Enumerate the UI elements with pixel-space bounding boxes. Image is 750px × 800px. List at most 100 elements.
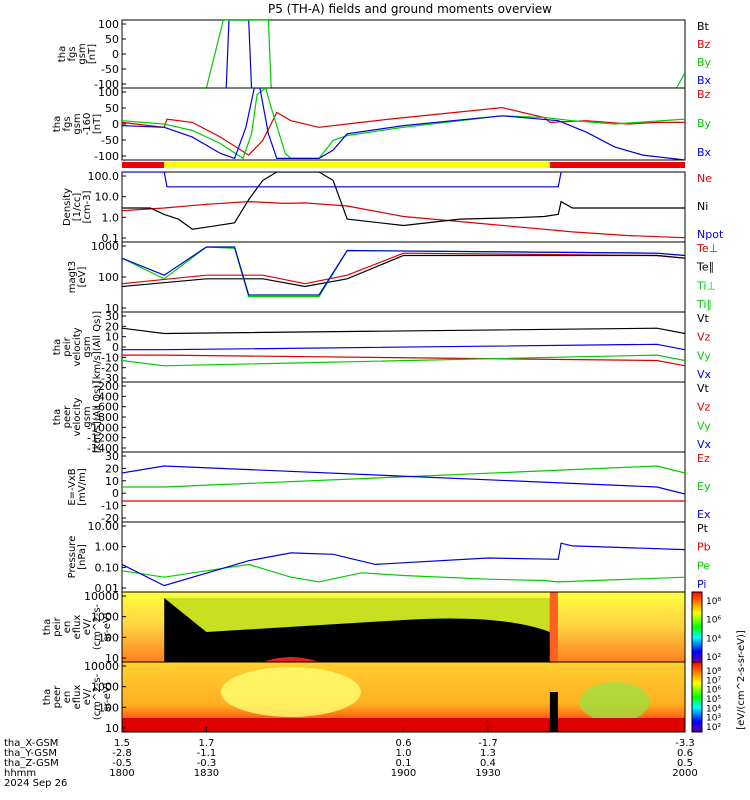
- series-Vz: [122, 354, 685, 367]
- legend-entry: Ti⊥: [696, 279, 716, 292]
- spectrogram-low-band: [122, 718, 685, 732]
- series-Ni: [122, 172, 685, 230]
- y-axis-label: E=-VxB[mV/m]: [67, 468, 88, 506]
- y-tick-label: 50: [105, 33, 119, 46]
- y-label-line: eV/: [82, 688, 93, 705]
- y-tick-label: 1000: [91, 681, 119, 694]
- y-tick-label: -50: [101, 134, 119, 147]
- legend-entry: Ne: [697, 172, 712, 185]
- x-tick-label: 1.0: [396, 748, 412, 759]
- x-tick-label: -1.7: [478, 738, 498, 749]
- y-label-line: en: [62, 621, 73, 634]
- series-Bz: [122, 106, 685, 156]
- x-tick-label: -0.3: [197, 758, 217, 769]
- y-tick-label: -30: [101, 372, 119, 385]
- y-axis-label: magt3[eV]: [67, 261, 88, 294]
- y-tick-label: 0.1: [102, 232, 120, 245]
- x-tick-label: 0.1: [396, 758, 412, 769]
- y-tick-label: 0: [112, 487, 119, 500]
- panel-pressure: 10.00 1.00 0.10 0.01 Pressure[nPa] Pt Pb Pe Pi: [67, 520, 711, 595]
- series-Vt: [122, 327, 685, 335]
- y-tick-label: -100: [94, 150, 119, 163]
- x-tick-label: 1.3: [480, 748, 496, 759]
- panel-frame: [121, 87, 686, 161]
- y-label-line: tha: [52, 116, 63, 132]
- y-label-line: gsm: [82, 336, 93, 357]
- y-tick-label: 50: [105, 102, 119, 115]
- panel-frame: [121, 19, 686, 89]
- y-tick-label: -10: [101, 500, 119, 513]
- y-tick-label: 20: [105, 462, 119, 475]
- legend-entry: By: [697, 56, 712, 69]
- y-tick-label: -1200: [87, 432, 119, 445]
- legend-entry: Vz: [697, 401, 711, 414]
- colorbar-tick-label: 10⁷: [706, 676, 721, 686]
- series-Te∥: [122, 254, 685, 288]
- panel-density: 100.0 10.0 1.0 0.1 Density[1/cc][cm-3] Ne Ni Np…: [62, 170, 724, 245]
- panel-peer_vel: -200-400-600-800-1000-1200-1400thapeerve…: [52, 380, 712, 455]
- colorbar-tick-label: 10⁸: [706, 667, 721, 677]
- y-tick-label: 100: [98, 271, 119, 284]
- x-tick-label: 0.6: [677, 748, 693, 759]
- legend-entry: Bz: [697, 38, 711, 51]
- y-axis-label: thapeirenefluxeV/(cm^2-s-sr-eV): [42, 603, 113, 650]
- y-tick-label: 10000: [84, 590, 119, 603]
- spectrogram-arc: [262, 657, 320, 662]
- series-Pe: [122, 563, 685, 583]
- x-tick-label: 0.4: [480, 758, 496, 769]
- legend-entry: Vy: [697, 349, 711, 362]
- colorbar-tick-label: 10⁶: [706, 616, 721, 626]
- y-tick-label: 1000: [91, 611, 119, 624]
- series-Ti∥: [122, 246, 685, 296]
- legend-entry: Te∥: [696, 261, 714, 274]
- legend-entry: Ti∥: [696, 298, 712, 311]
- plot-title: P5 (TH-A) fields and ground moments over…: [268, 2, 552, 16]
- y-tick-label: 100: [98, 86, 119, 99]
- y-axis-label: thapeerenefluxeV/(cm^2-s-sr-eV): [42, 673, 113, 720]
- y-label-line: sr-eV): [102, 612, 113, 641]
- y-label-line: eflux: [72, 685, 83, 710]
- colorbar-tick-label: 10²: [706, 723, 721, 733]
- x-row-label: tha_Y-GSM: [4, 748, 57, 759]
- series-Ne: [122, 200, 685, 239]
- y-label-line: peir: [52, 616, 63, 636]
- y-label-line: (cm^2-s-: [92, 603, 103, 650]
- legend-entry: Vx: [697, 368, 712, 381]
- series-Vy: [122, 354, 685, 367]
- legend-entry: Vt: [697, 382, 710, 395]
- y-tick-label: -20: [101, 512, 119, 525]
- y-label-line: [cm-3]: [82, 190, 93, 223]
- legend-entry: Vy: [697, 419, 711, 432]
- x-tick-label: 1930: [475, 768, 500, 779]
- y-tick-label: 10: [105, 475, 119, 488]
- panel-peir_vel: 3020100-10-20-30thapeirvelocitygsm[km/s]…: [52, 310, 712, 385]
- legend-entry: Bx: [697, 74, 712, 87]
- y-tick-label: -400: [94, 390, 119, 403]
- legend-entry: Te⊥: [696, 242, 718, 255]
- x-tick-label: 1900: [391, 768, 416, 779]
- panel-temp: 1000 100 10 magt3[eV] Te⊥ Te∥ Ti⊥ Ti∥: [67, 240, 718, 315]
- y-axis-label: thapeirvelocitygsm[km/s](All Qs)]: [52, 311, 103, 383]
- y-tick-label: 100: [98, 18, 119, 31]
- y-tick-label: 0: [112, 48, 119, 61]
- y-tick-label: -10: [101, 351, 119, 364]
- y-label-line: E=-VxB: [67, 468, 78, 505]
- series-By: [205, 20, 685, 88]
- y-tick-label: 100: [98, 701, 119, 714]
- y-tick-label: 10.0: [95, 191, 120, 204]
- y-label-line: velocity: [72, 327, 83, 366]
- panel-frame: [121, 171, 686, 243]
- y-label-line: gsm: [77, 43, 88, 64]
- y-label-line: Pressure: [67, 536, 78, 579]
- y-label-line: eflux: [72, 615, 83, 640]
- y-label-line: gsm: [72, 113, 83, 134]
- y-label-line: tha: [52, 339, 63, 355]
- y-tick-label: 1000: [91, 240, 119, 253]
- y-tick-label: 10000: [84, 660, 119, 673]
- y-label-line: tha: [52, 409, 63, 425]
- x-tick-label: 1830: [194, 768, 219, 779]
- y-label-line: Density: [62, 188, 73, 226]
- legend-entry: Vt: [697, 312, 710, 325]
